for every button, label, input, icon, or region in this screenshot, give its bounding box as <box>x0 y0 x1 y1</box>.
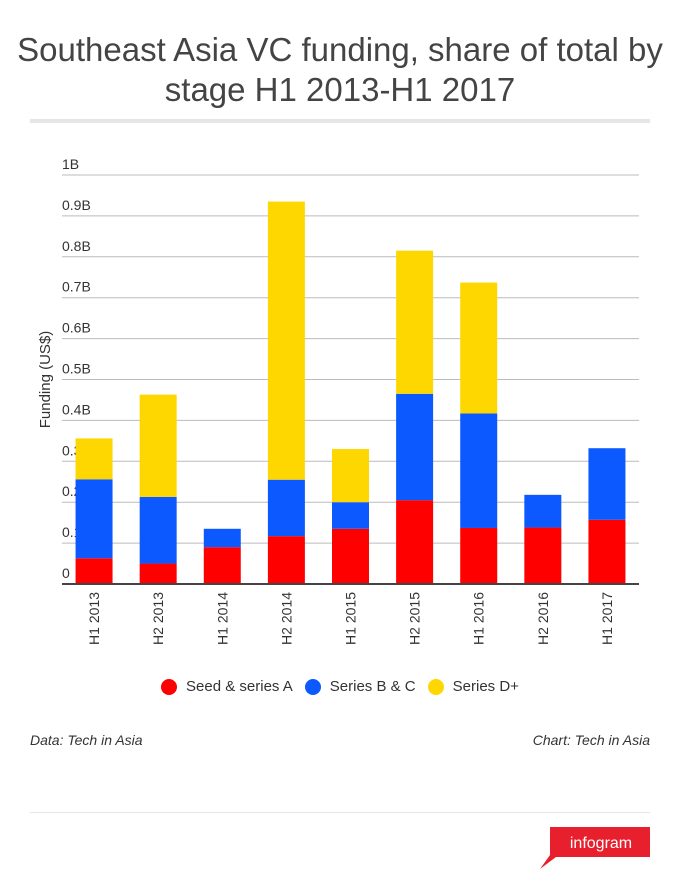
legend-swatch-seed <box>161 678 178 695</box>
y-tick-label: 0.5B <box>62 361 91 377</box>
bar-seed <box>332 528 369 584</box>
x-tick-label: H1 2014 <box>214 592 230 645</box>
y-tick-label: 0.4B <box>62 401 91 417</box>
x-tick-label: H1 2017 <box>599 592 615 645</box>
bar-seed <box>139 563 177 584</box>
bar-series-bc <box>588 448 626 520</box>
y-tick-label: 1B <box>62 156 79 172</box>
bar-series-d <box>267 201 305 480</box>
data-source: Data: Tech in Asia <box>30 732 143 748</box>
x-tick-label: H1 2015 <box>343 592 359 645</box>
bar-series-bc <box>203 528 241 548</box>
y-tick-label: 0.8B <box>62 238 91 254</box>
bar-series-bc <box>460 413 498 528</box>
logo-badge <box>540 827 650 869</box>
stacked-bar-chart: 00.1B0.2B0.3B0.4B0.5B0.6B0.7B0.8B0.9B1BF… <box>37 156 639 645</box>
bar-seed <box>396 500 434 584</box>
legend-item-series-bc: Series B & C <box>304 678 416 695</box>
bar-seed <box>75 558 113 584</box>
legend-label-series-bc: Series B & C <box>329 678 416 695</box>
bar-series-d <box>396 250 434 394</box>
x-tick-label: H2 2013 <box>150 592 166 645</box>
legend-swatch-series-d <box>427 678 444 695</box>
y-tick-label: 0.6B <box>62 320 91 336</box>
x-tick-label: H2 2014 <box>278 592 294 645</box>
bar-series-bc <box>75 479 113 559</box>
x-tick-label: H2 2015 <box>407 592 423 645</box>
bar-series-d <box>139 394 177 497</box>
logo-text: infogram <box>570 835 632 852</box>
infogram-logo[interactable]: infogram <box>540 827 650 869</box>
bar-series-bc <box>139 496 177 564</box>
bar-seed <box>460 527 498 584</box>
bar-seed <box>524 527 562 584</box>
footer-divider <box>30 812 650 813</box>
bar-series-bc <box>524 494 562 528</box>
legend-label-series-d: Series D+ <box>452 678 519 695</box>
y-tick-label: 0.9B <box>62 197 91 213</box>
legend: Seed & series A Series B & C Series D+ <box>0 678 680 695</box>
y-axis-title: Funding (US$) <box>37 331 54 429</box>
legend-label-seed: Seed & series A <box>186 678 293 695</box>
legend-item-seed: Seed & series A <box>161 678 293 695</box>
legend-item-series-d: Series D+ <box>427 678 519 695</box>
bar-series-d <box>332 449 369 503</box>
bar-series-bc <box>332 502 369 529</box>
bar-series-bc <box>267 479 305 537</box>
y-tick-label: 0 <box>62 565 70 581</box>
bar-seed <box>267 536 305 584</box>
x-tick-label: H2 2016 <box>535 592 551 645</box>
bar-series-bc <box>396 393 434 501</box>
chart-credit: Chart: Tech in Asia <box>532 732 650 748</box>
bar-series-d <box>75 438 113 480</box>
bar-seed <box>588 519 626 584</box>
bar-seed <box>203 547 241 584</box>
y-tick-label: 0.7B <box>62 279 91 295</box>
chart-title: Southeast Asia VC funding, share of tota… <box>17 31 663 108</box>
bar-series-d <box>460 282 498 414</box>
legend-swatch-series-bc <box>304 678 321 695</box>
x-tick-label: H1 2016 <box>471 592 487 645</box>
title-divider <box>30 119 650 123</box>
x-tick-label: H1 2013 <box>86 592 102 645</box>
